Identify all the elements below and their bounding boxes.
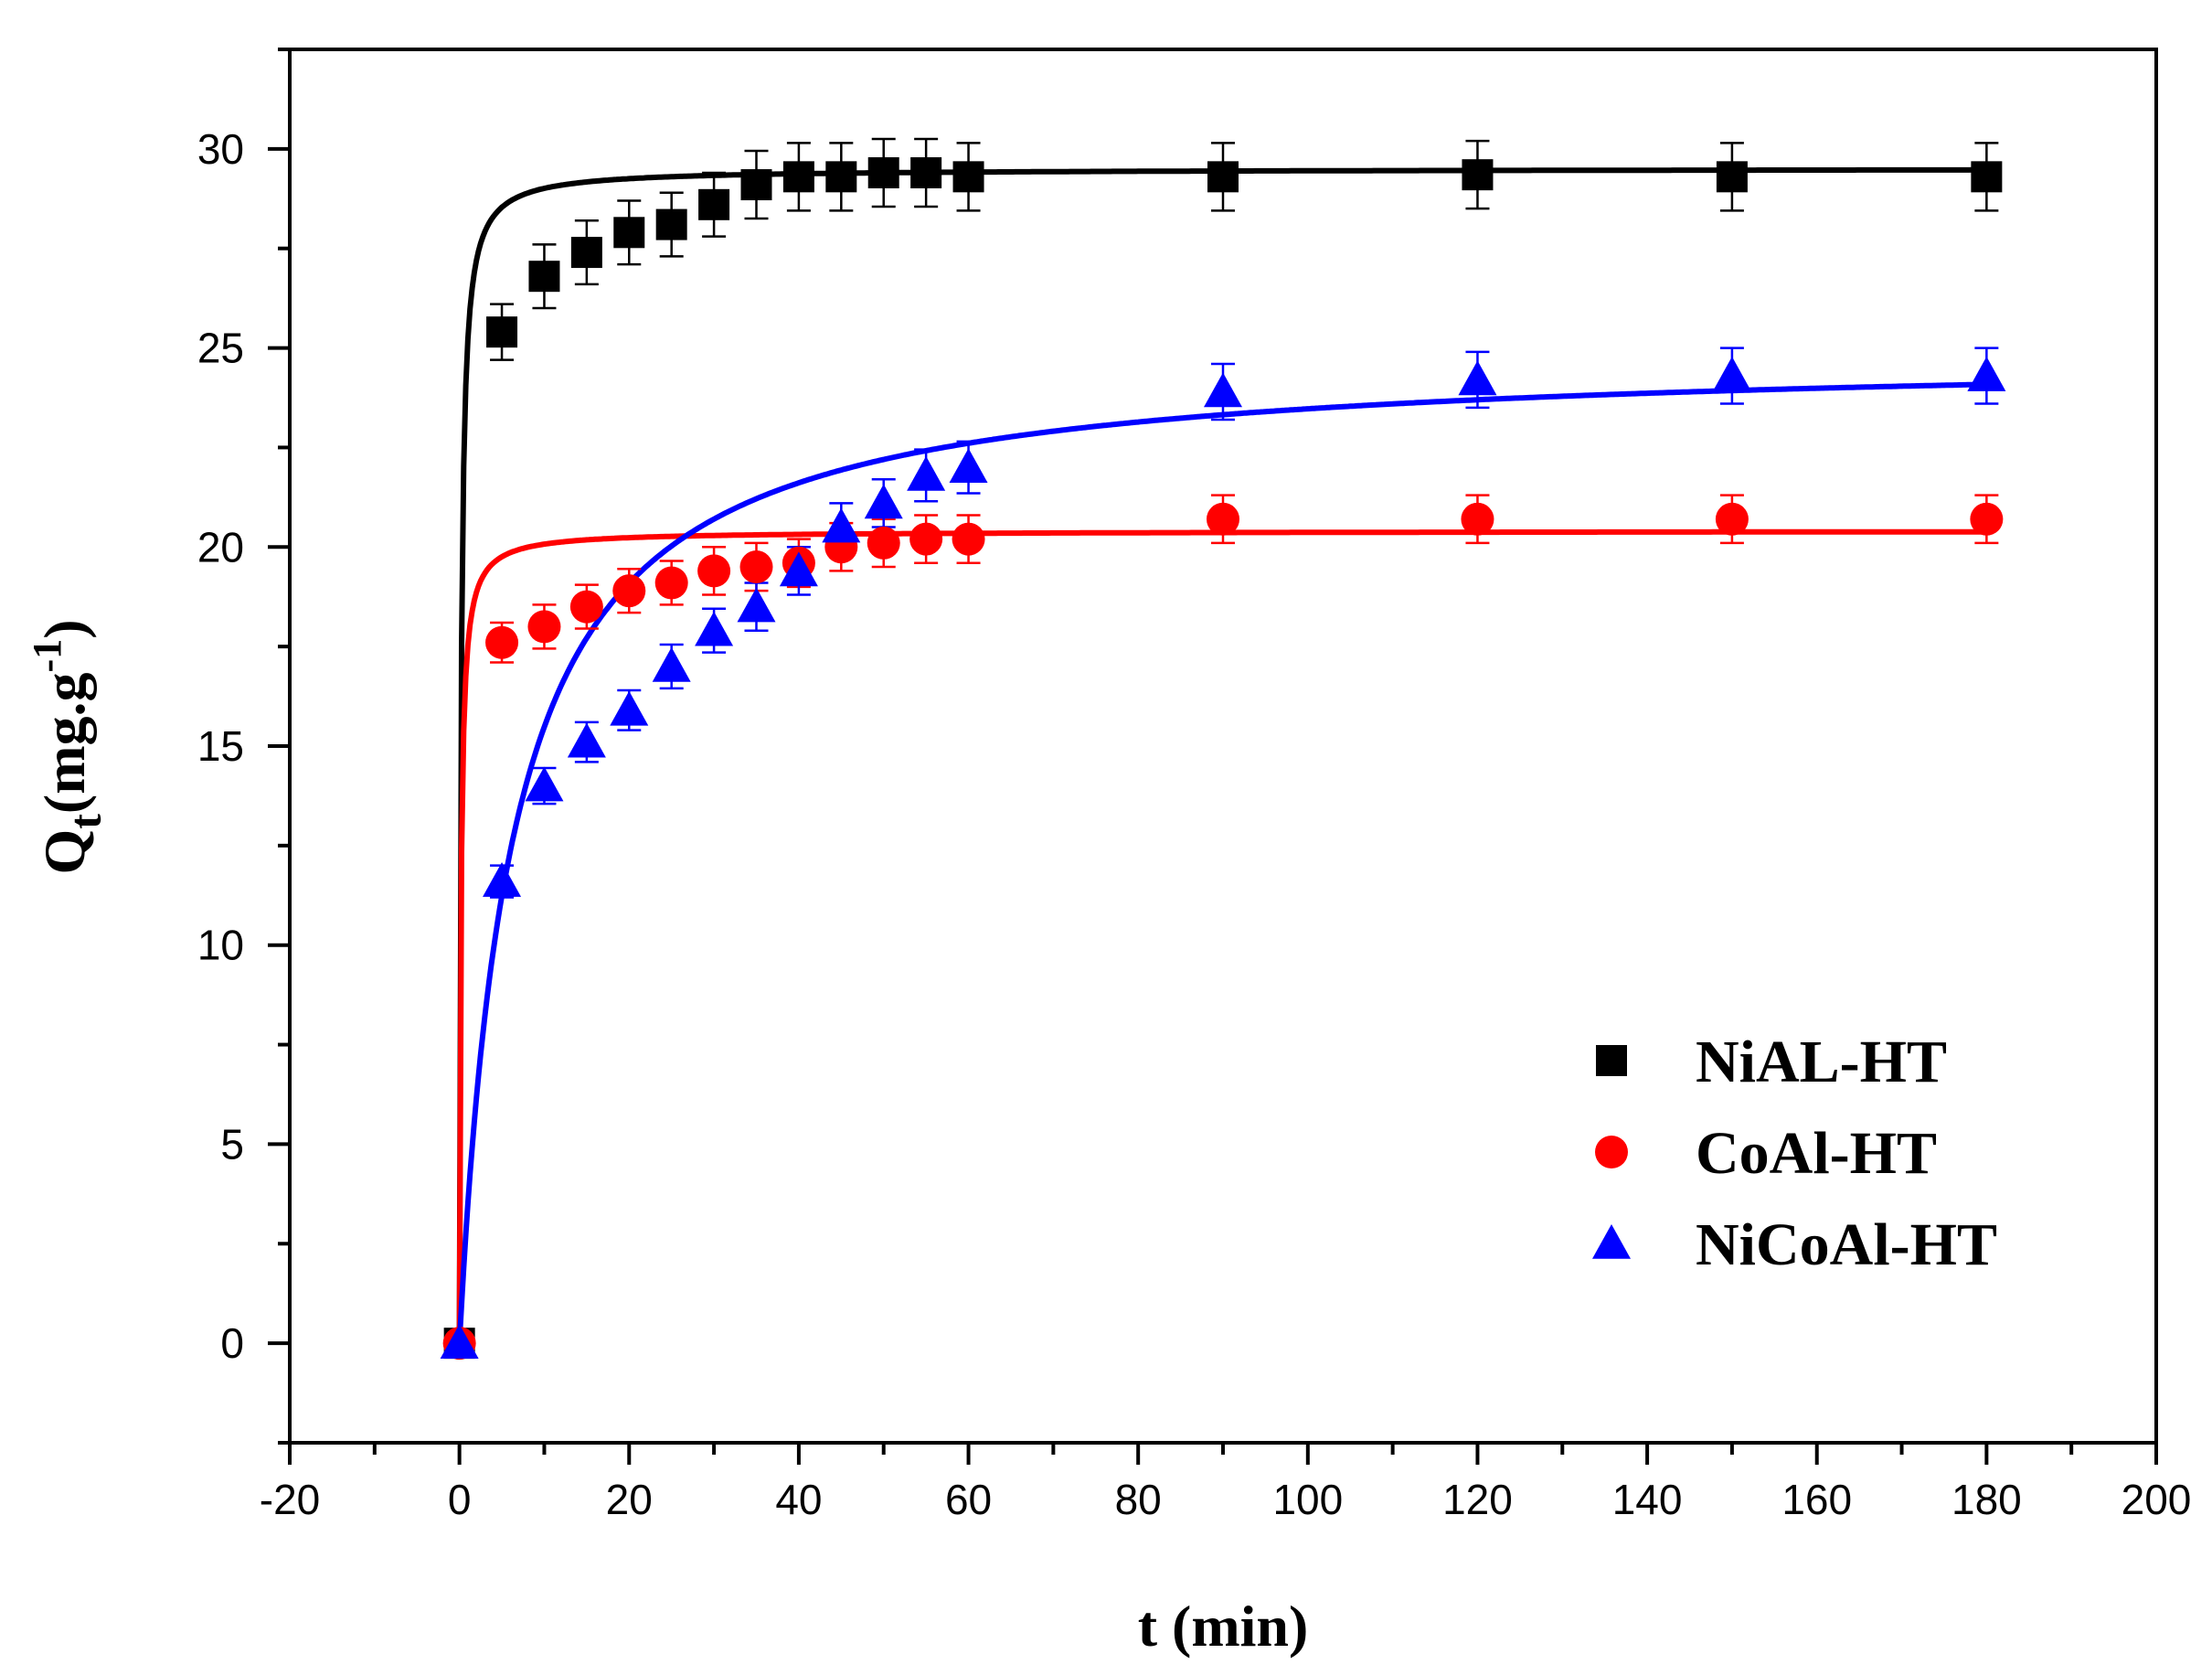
x-tick-label-1: 0	[448, 1476, 472, 1523]
tick-labels: -20 0 20 40 60 80 100 120 140 160 180 200 0 5 10 15 20 25…	[197, 125, 2192, 1523]
x-tick-label-6: 100	[1272, 1476, 1343, 1523]
marker-0-11	[910, 156, 942, 188]
x-tick-label-2: 20	[606, 1476, 653, 1523]
legend-marker-2	[1592, 1224, 1631, 1259]
marker-0-10	[867, 156, 899, 188]
marker-1-15	[1715, 502, 1749, 536]
y-tick-label-6: 30	[197, 125, 244, 173]
y-axis-title-sub: t	[59, 814, 111, 829]
y-tick-label-5: 25	[197, 325, 244, 372]
marker-2-0	[440, 1324, 479, 1359]
marker-2-13	[1204, 372, 1242, 408]
x-tick-label-8: 140	[1612, 1476, 1683, 1523]
marker-1-10	[867, 526, 900, 560]
marker-0-4	[613, 217, 645, 249]
marker-0-14	[1462, 159, 1494, 191]
marker-1-5	[654, 566, 688, 600]
plot-frame	[288, 48, 2158, 1445]
marker-2-1	[483, 862, 522, 897]
marker-1-1	[485, 625, 519, 659]
x-tick-label-9: 160	[1781, 1476, 1852, 1523]
y-axis-title-main: Q	[32, 829, 97, 875]
legend-label-1: CoAl-HT	[1696, 1120, 1937, 1187]
y-tick-label-1: 5	[220, 1120, 244, 1168]
data-markers	[440, 156, 2006, 1360]
marker-1-14	[1461, 502, 1494, 536]
marker-2-16	[1967, 357, 2006, 391]
marker-2-7	[737, 587, 776, 623]
marker-2-9	[822, 507, 861, 543]
x-tick-label-10: 180	[1951, 1476, 2022, 1523]
marker-2-11	[907, 455, 946, 491]
marker-0-2	[528, 261, 560, 293]
x-axis-title: t (min)	[1138, 1594, 1309, 1659]
marker-1-4	[612, 574, 646, 608]
legend: NiAL-HT CoAl-HT NiCoAl-HT	[1592, 1029, 1997, 1278]
x-tick-label-0: -20	[260, 1476, 320, 1523]
marker-0-7	[740, 169, 772, 201]
marker-1-13	[1207, 502, 1239, 536]
marker-2-15	[1712, 357, 1751, 391]
marker-0-12	[952, 161, 984, 193]
legend-label-2: NiCoAl-HT	[1696, 1211, 1997, 1278]
y-axis-title: Qt(mg.g-1)	[25, 619, 111, 874]
marker-2-3	[567, 722, 606, 758]
marker-2-2	[525, 766, 564, 802]
marker-0-5	[655, 208, 687, 240]
y-tick-label-0: 0	[220, 1319, 244, 1367]
y-axis-title-close: )	[32, 619, 97, 638]
marker-0-6	[698, 188, 730, 220]
marker-1-11	[909, 522, 943, 556]
marker-1-6	[697, 554, 731, 588]
y-tick-label-2: 10	[197, 922, 244, 969]
marker-1-2	[527, 610, 561, 644]
marker-2-6	[695, 611, 734, 646]
y-axis-title-unit: (mg.g	[32, 672, 97, 814]
marker-0-3	[570, 237, 602, 269]
marker-1-3	[569, 590, 603, 624]
axis-ticks	[268, 48, 2158, 1465]
marker-2-4	[610, 690, 649, 726]
marker-0-8	[782, 161, 814, 193]
y-tick-label-4: 20	[197, 523, 244, 571]
x-tick-label-7: 120	[1442, 1476, 1513, 1523]
x-tick-label-3: 40	[775, 1476, 822, 1523]
marker-1-16	[1970, 502, 2004, 536]
marker-0-13	[1207, 161, 1239, 193]
legend-marker-0	[1596, 1045, 1627, 1076]
marker-2-5	[652, 646, 691, 682]
x-tick-label-11: 200	[2122, 1476, 2192, 1523]
marker-0-9	[825, 161, 857, 193]
x-tick-label-4: 60	[945, 1476, 992, 1523]
x-tick-label-5: 80	[1115, 1476, 1162, 1523]
marker-1-12	[952, 522, 985, 556]
marker-1-7	[739, 550, 773, 584]
marker-2-10	[864, 484, 903, 519]
marker-2-8	[779, 551, 818, 587]
y-axis-title-sup: -1	[25, 639, 69, 673]
legend-marker-1	[1595, 1136, 1628, 1168]
marker-0-1	[486, 316, 518, 348]
legend-label-0: NiAL-HT	[1696, 1029, 1947, 1095]
marker-0-15	[1716, 161, 1748, 193]
y-tick-label-3: 15	[197, 722, 244, 770]
marker-2-14	[1458, 360, 1497, 396]
marker-2-12	[949, 448, 988, 483]
marker-0-16	[1971, 161, 2003, 193]
